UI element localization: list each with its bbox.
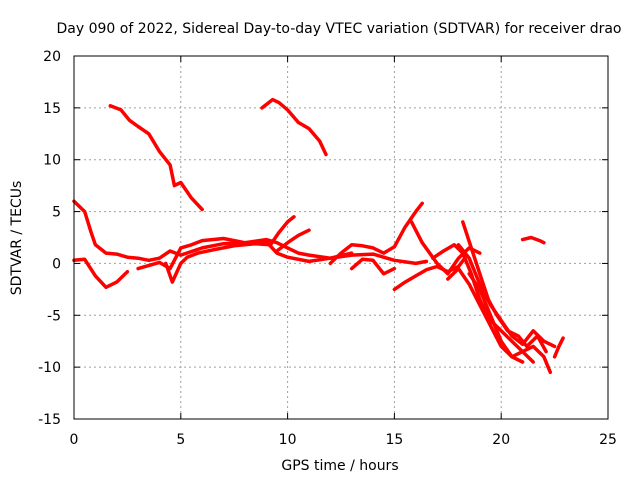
series-track-14 — [446, 266, 535, 364]
series-track-12 — [409, 220, 482, 276]
y-tick-label: 20 — [43, 49, 61, 65]
y-axis-ticks: -15 -10 -5 0 5 10 15 20 — [38, 49, 608, 428]
series-track-2 — [260, 97, 328, 157]
plot-frame — [73, 55, 609, 420]
y-tick-label: 5 — [52, 205, 61, 221]
y-tick-label: 0 — [52, 256, 61, 272]
y-gridlines — [74, 107, 608, 368]
x-tick-label: 0 — [70, 432, 79, 448]
y-tick-label: -10 — [38, 360, 61, 376]
series-track-3 — [72, 199, 429, 266]
series-track-13 — [431, 243, 553, 375]
x-tick-label: 15 — [385, 432, 403, 448]
x-tick-label: 10 — [279, 432, 297, 448]
series-track-18 — [520, 235, 546, 245]
series-track-11 — [392, 256, 467, 292]
series-track-9 — [328, 201, 424, 266]
series-layer — [72, 97, 565, 375]
series-track-1 — [108, 104, 204, 212]
series-track-17 — [467, 272, 525, 364]
y-axis-label: SDTVAR / TECUs — [9, 181, 25, 296]
series-track-19 — [552, 336, 565, 359]
x-gridlines — [180, 56, 502, 419]
series-track-10 — [349, 257, 397, 276]
x-axis-ticks: 0 5 10 15 20 25 — [70, 56, 617, 448]
x-tick-label: 25 — [599, 432, 617, 448]
y-tick-label: -5 — [47, 308, 61, 324]
series-track-6 — [164, 241, 273, 284]
y-tick-label: 15 — [43, 101, 61, 117]
y-tick-label: -15 — [38, 412, 61, 428]
series-track-16 — [461, 220, 548, 354]
x-tick-label: 20 — [492, 432, 510, 448]
y-tick-label: 10 — [43, 153, 61, 169]
series-track-7 — [260, 215, 296, 247]
x-axis-label: GPS time / hours — [281, 458, 398, 474]
series-track-5 — [136, 236, 354, 271]
series-track-4 — [72, 257, 130, 290]
x-tick-label: 5 — [176, 432, 185, 448]
chart-title: Day 090 of 2022, Sidereal Day-to-day VTE… — [56, 21, 621, 37]
series-track-8 — [275, 228, 311, 253]
